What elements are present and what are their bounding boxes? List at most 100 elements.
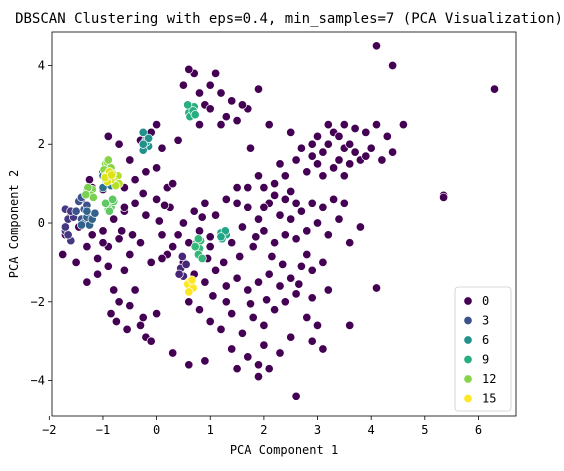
- x-tick-label: 3: [314, 423, 321, 437]
- x-tick-label: −2: [42, 423, 56, 437]
- data-point-cluster-0: [130, 198, 140, 208]
- data-point-cluster-0: [361, 151, 371, 161]
- data-point-cluster-0: [98, 226, 108, 236]
- data-point-cluster-0: [259, 320, 269, 330]
- data-point-cluster-0: [173, 135, 183, 145]
- data-point-cluster-0: [237, 100, 247, 110]
- data-point-cluster-0: [489, 84, 500, 94]
- data-point-cluster-0: [168, 242, 178, 252]
- x-tick-label: 4: [368, 423, 375, 437]
- data-point-cluster-0: [280, 297, 290, 307]
- data-point-cluster-0: [302, 249, 312, 260]
- data-point-cluster-0: [205, 104, 215, 114]
- data-point-cluster-0: [103, 131, 113, 141]
- data-point-cluster-0: [323, 285, 333, 295]
- data-point-cluster-0: [329, 194, 339, 204]
- data-point-cluster-0: [388, 147, 398, 157]
- data-point-cluster-8: [190, 110, 200, 120]
- data-point-cluster-0: [259, 226, 269, 236]
- data-point-cluster-0: [248, 312, 258, 323]
- data-point-cluster-0: [221, 297, 231, 307]
- data-point-cluster-0: [270, 238, 280, 248]
- data-point-cluster-0: [211, 265, 221, 275]
- data-point-cluster-0: [109, 214, 119, 224]
- legend-label-9: 9: [482, 353, 489, 367]
- data-point-cluster-0: [173, 230, 183, 240]
- data-point-cluster-0: [205, 80, 215, 90]
- data-point-cluster-0: [235, 251, 245, 262]
- data-point-cluster-0: [200, 277, 210, 287]
- x-axis-label: PCA Component 1: [230, 443, 338, 457]
- legend-label-6: 6: [482, 333, 489, 347]
- data-point-cluster-1: [181, 259, 191, 269]
- data-point-cluster-0: [237, 328, 247, 338]
- data-point-cluster-0: [168, 348, 178, 358]
- data-point-cluster-0: [248, 242, 258, 252]
- data-point-cluster-11: [81, 190, 91, 200]
- points-layer: [58, 41, 500, 401]
- x-axis: −2 −1 0 1 2 3 4 5 6: [42, 416, 482, 437]
- data-point-cluster-0: [125, 301, 135, 311]
- data-point-cluster-0: [194, 226, 205, 236]
- data-point-cluster-0: [382, 131, 392, 141]
- data-point-cluster-0: [87, 230, 97, 240]
- data-point-cluster-0: [264, 364, 274, 374]
- data-point-cluster-0: [184, 360, 194, 370]
- data-point-cluster-0: [93, 269, 103, 279]
- data-point-cluster-0: [291, 198, 301, 208]
- data-point-cluster-0: [350, 123, 360, 134]
- data-point-cluster-0: [312, 320, 323, 330]
- data-point-cluster-0: [275, 348, 285, 358]
- data-point-cluster-0: [339, 198, 349, 208]
- data-point-cluster-0: [291, 289, 301, 299]
- y-tick-label: −2: [31, 295, 45, 309]
- data-point-cluster-0: [253, 360, 264, 370]
- legend-label-12: 12: [482, 372, 496, 386]
- x-tick-label: 5: [421, 423, 428, 437]
- data-point-cluster-0: [345, 238, 355, 248]
- data-point-cluster-1: [174, 269, 184, 279]
- data-point-cluster-0: [439, 192, 449, 202]
- data-point-cluster-0: [318, 171, 328, 181]
- x-tick-label: 2: [260, 423, 267, 437]
- data-point-cluster-0: [152, 163, 162, 173]
- data-point-cluster-6: [138, 139, 148, 149]
- data-point-cluster-6: [138, 127, 148, 137]
- data-point-cluster-14: [106, 170, 117, 180]
- data-point-cluster-0: [130, 175, 140, 185]
- data-point-cluster-0: [146, 336, 156, 346]
- data-point-cluster-0: [245, 143, 256, 153]
- data-point-cluster-0: [398, 120, 408, 130]
- x-tick-label: 0: [153, 423, 160, 437]
- data-point-cluster-0: [184, 297, 194, 307]
- data-point-cluster-0: [141, 210, 151, 220]
- data-point-cluster-0: [334, 131, 344, 141]
- data-point-cluster-0: [84, 175, 95, 185]
- data-point-cluster-0: [227, 96, 237, 106]
- data-point-cluster-0: [119, 202, 129, 212]
- data-point-cluster-0: [253, 214, 264, 224]
- data-point-cluster-0: [291, 234, 301, 244]
- legend-label-15: 15: [482, 392, 496, 406]
- chart-title: DBSCAN Clustering with eps=0.4, min_samp…: [15, 11, 563, 27]
- data-point-cluster-0: [232, 364, 242, 374]
- data-point-cluster-0: [270, 305, 280, 315]
- data-point-cluster-10: [104, 206, 114, 216]
- data-point-cluster-0: [138, 188, 148, 199]
- legend-marker-3: [463, 315, 473, 326]
- data-point-cluster-0: [318, 147, 328, 157]
- data-point-cluster-0: [280, 171, 290, 181]
- data-point-cluster-1: [177, 251, 187, 262]
- legend-marker-9: [463, 354, 473, 365]
- data-point-cluster-0: [157, 143, 167, 153]
- data-point-cluster-0: [160, 200, 170, 210]
- data-point-cluster-0: [111, 316, 121, 327]
- data-point-cluster-0: [345, 139, 355, 149]
- data-point-cluster-0: [366, 143, 376, 153]
- data-point-cluster-0: [211, 68, 221, 78]
- data-point-cluster-0: [82, 242, 92, 252]
- data-point-cluster-0: [221, 194, 231, 204]
- data-point-cluster-4: [90, 208, 100, 218]
- data-point-cluster-0: [219, 257, 229, 267]
